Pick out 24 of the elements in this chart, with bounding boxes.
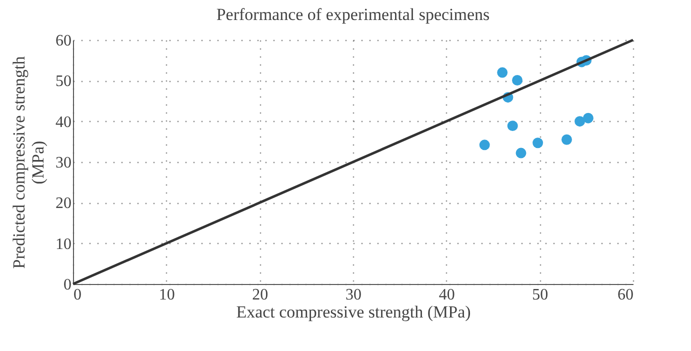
x-tick-label: 60: [618, 286, 634, 304]
x-tick-label: 40: [438, 286, 455, 304]
x-tick-label: 20: [252, 286, 268, 304]
x-tick-label: 50: [532, 286, 548, 304]
point: [512, 75, 523, 86]
point: [479, 140, 490, 150]
point: [532, 138, 544, 148]
y-tick-label: 30: [56, 154, 72, 172]
point: [574, 116, 586, 127]
y-tick-label: 40: [56, 114, 72, 131]
y-tick-label: 50: [56, 73, 72, 90]
point: [561, 134, 572, 145]
x-axis-title: Exact compressive strength (MPa): [236, 302, 471, 322]
y-tick-label: 20: [56, 195, 72, 212]
point: [507, 120, 518, 132]
point: [516, 148, 526, 158]
chart-title: Performance of experimental specimens: [216, 5, 490, 24]
y-tick-label: 60: [56, 32, 72, 50]
point: [497, 67, 508, 78]
y-tick-label: 10: [56, 236, 72, 253]
y-axis-title: Predicted compressive strength (MPa): [10, 56, 48, 269]
x-tick-label: 30: [346, 286, 362, 304]
x-tick-label: 10: [158, 286, 175, 304]
point: [582, 112, 594, 124]
